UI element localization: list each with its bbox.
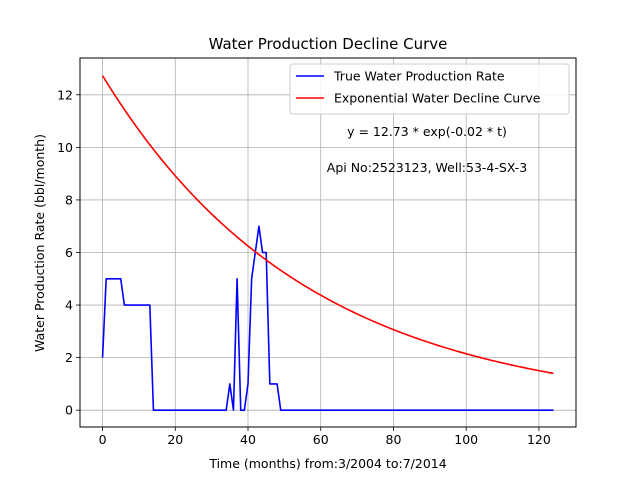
axis-ticks: 0 20 40 60 80 100 120 0 2 4 6 8 10 12 — [57, 87, 551, 447]
y-tick-label: 6 — [65, 245, 73, 260]
x-tick-label: 80 — [386, 432, 402, 447]
y-tick-label: 4 — [65, 298, 73, 313]
x-tick-label: 100 — [454, 432, 478, 447]
x-axis-label: Time (months) from:3/2004 to:7/2014 — [208, 456, 446, 471]
x-tick-label: 20 — [167, 432, 183, 447]
y-tick-label: 10 — [57, 140, 73, 155]
x-tick-label: 0 — [99, 432, 107, 447]
y-tick-label: 12 — [57, 87, 73, 102]
y-tick-label: 8 — [65, 192, 73, 207]
series-line-exponential — [101, 75, 554, 375]
y-tick-label: 2 — [65, 350, 73, 365]
axes-frame — [79, 57, 577, 428]
legend-label-true-rate: True Water Production Rate — [333, 69, 505, 84]
x-tick-label: 40 — [240, 432, 256, 447]
y-axis-label: Water Production Rate (bbl/month) — [32, 134, 47, 352]
chart-title: Water Production Decline Curve — [209, 35, 448, 53]
x-tick-label: 120 — [527, 432, 551, 447]
series-layer — [101, 75, 554, 411]
legend: True Water Production Rate Exponential W… — [289, 63, 570, 115]
legend-label-exponential: Exponential Water Decline Curve — [334, 91, 541, 106]
x-tick-label: 60 — [313, 432, 329, 447]
legend-box — [289, 63, 570, 115]
y-tick-label: 0 — [65, 403, 73, 418]
well-annotation: Api No:2523123, Well:53-4-SX-3 — [327, 160, 527, 175]
equation-annotation: y = 12.73 * exp(-0.02 * t) — [347, 124, 507, 139]
series-line-true-rate — [101, 225, 554, 411]
